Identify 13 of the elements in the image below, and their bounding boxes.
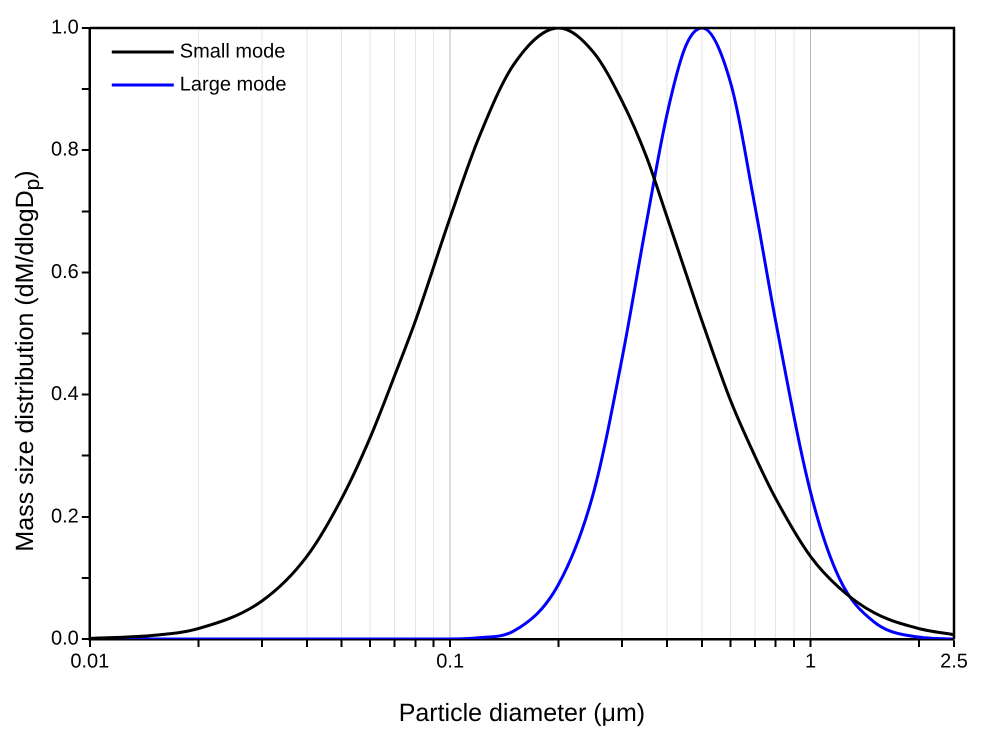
y-tick-label: 1.0 [50,16,79,39]
y-tick-label: 0.6 [50,260,79,283]
legend-label: Large mode [180,74,287,96]
x-tick-label: 2.5 [940,650,968,673]
x-tick-label: 0.01 [70,650,110,673]
x-tick-label: 0.1 [436,650,464,673]
y-tick-label: 0.4 [50,383,79,406]
legend-label: Small mode [180,40,286,63]
y-tick-label: 0.0 [50,628,79,650]
y-tick-label: 0.2 [50,505,79,528]
y-tick-label: 0.8 [50,138,79,161]
x-tick-label: 1 [805,650,816,673]
x-axis-title: Particle diameter (μm) [398,698,646,727]
